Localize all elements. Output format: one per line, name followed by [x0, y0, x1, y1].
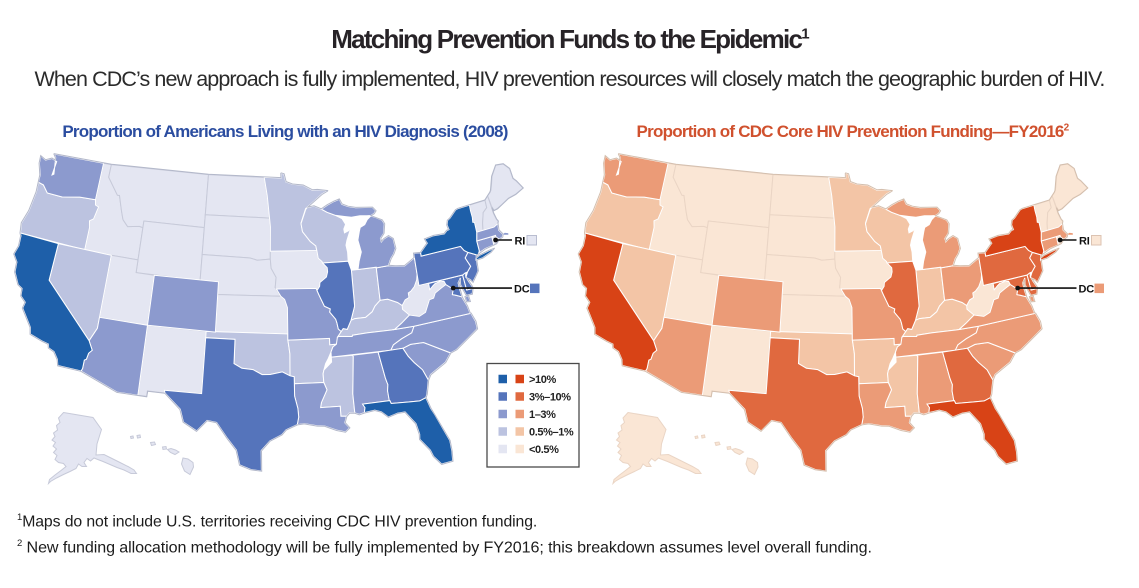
svg-text:3%–10%: 3%–10% — [529, 392, 571, 404]
svg-text:DC: DC — [1079, 284, 1095, 296]
svg-text:RI: RI — [1079, 236, 1090, 248]
svg-text:RI: RI — [515, 236, 526, 248]
svg-text:1–3%: 1–3% — [529, 409, 556, 421]
svg-text:<0.5%: <0.5% — [529, 444, 559, 456]
svg-text:>10%: >10% — [529, 374, 556, 386]
svg-text:0.5%–1%: 0.5%–1% — [529, 427, 574, 439]
svg-text:DC: DC — [514, 284, 530, 296]
